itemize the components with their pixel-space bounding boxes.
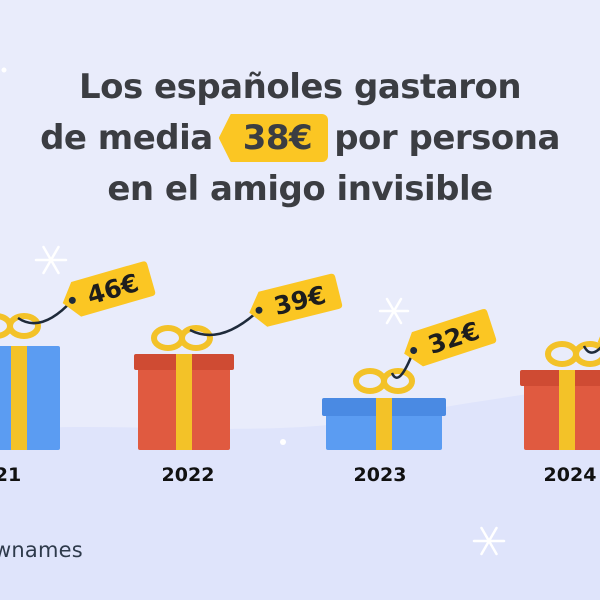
gift-ribbon	[559, 370, 575, 450]
headline-line-2-end: por persona	[334, 118, 560, 158]
gift-ribbon	[376, 398, 392, 450]
gift-bow-loop	[381, 368, 415, 394]
gift-bow-loop	[545, 341, 579, 367]
brand-logo-text: wnames	[0, 538, 83, 562]
tag-string	[17, 299, 74, 325]
headline: Los españoles gastaron de media 38€ por pe…	[0, 62, 600, 215]
tag-string	[582, 345, 600, 354]
gift-bow-loop	[573, 341, 600, 367]
headline-line-2: de media 38€ por persona	[0, 113, 600, 164]
average-price-tag: 38€	[218, 114, 329, 162]
year-label-2021: 21	[0, 464, 22, 486]
price-label: 39€	[271, 280, 329, 321]
gift-bow-loop	[353, 368, 387, 394]
tag-hole	[68, 296, 76, 304]
snow-dot	[280, 439, 286, 445]
gift-box	[0, 346, 60, 450]
price-label: 46€	[84, 268, 142, 310]
headline-line-1: Los españoles gastaron	[78, 67, 522, 107]
price-tag-2023: 32€	[404, 308, 497, 367]
snowflake-icon	[378, 297, 410, 325]
year-label-2023: 2023	[353, 464, 407, 486]
tag-hole	[255, 306, 263, 314]
gift-ribbon	[11, 346, 27, 450]
gift-2022	[134, 325, 234, 450]
gift-bow-loop	[179, 325, 213, 351]
gift-bow-loop	[7, 313, 41, 339]
snow-dot	[1, 67, 7, 73]
tag-string	[189, 309, 260, 337]
price-tag-shape	[404, 308, 497, 367]
price-tag-2022: 39€	[249, 273, 343, 327]
snowflake-icon	[472, 526, 506, 556]
year-label-2022: 2022	[161, 464, 215, 486]
gift-bow-loop	[151, 325, 185, 351]
price-tag-2021: 46€	[62, 261, 156, 317]
gift-ribbon	[176, 354, 192, 450]
gift-2023	[322, 368, 446, 450]
snowflake-icon	[34, 245, 68, 275]
gift-2024	[520, 341, 600, 450]
tag-hole	[410, 347, 418, 355]
year-label-2024: 2024	[543, 464, 597, 486]
headline-line-2-start: de media	[40, 118, 213, 158]
headline-line-3: en el amigo invisible	[107, 169, 493, 209]
gift-2021	[0, 313, 60, 450]
price-tag-shape	[249, 273, 343, 327]
price-tag-shape	[62, 261, 156, 317]
